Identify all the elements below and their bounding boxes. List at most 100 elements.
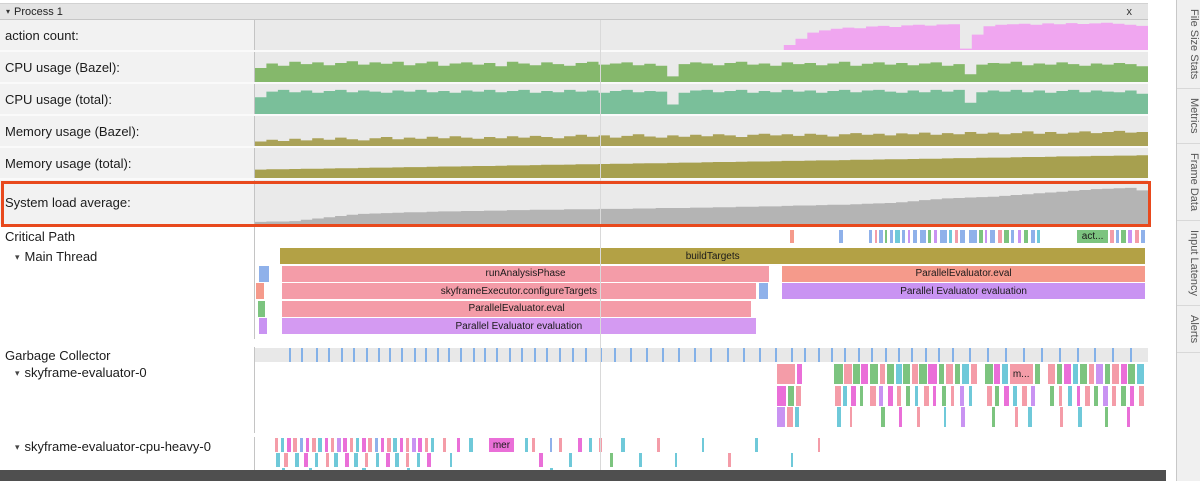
trace-slice[interactable] [955, 230, 958, 243]
trace-slice[interactable] [850, 385, 856, 406]
trace-slice[interactable] [1004, 230, 1009, 243]
trace-slice[interactable] [1031, 385, 1035, 406]
slice-parallel-evaluator-evaluation[interactable]: Parallel Evaluator evaluation [281, 318, 756, 335]
trace-slice[interactable] [349, 438, 354, 452]
trace-slice[interactable] [885, 230, 888, 243]
gc-slice[interactable] [911, 348, 914, 362]
cpu-total-chart[interactable] [255, 84, 1148, 114]
trace-slice[interactable] [1110, 230, 1115, 243]
slice-buildtargets[interactable]: buildTargets [280, 248, 1146, 264]
trace-slice[interactable] [621, 438, 625, 452]
trace-slice[interactable] [902, 230, 906, 243]
gc-slice[interactable] [546, 348, 549, 362]
tab-frame-data[interactable]: Frame Data [1177, 144, 1200, 221]
trace-slice[interactable] [907, 230, 910, 243]
trace-slice[interactable] [869, 230, 873, 243]
trace-slice[interactable] [524, 438, 529, 452]
trace-slice[interactable] [939, 364, 945, 384]
gc-slice[interactable] [1076, 348, 1079, 362]
trace-slice[interactable] [1028, 407, 1032, 427]
trace-slice[interactable] [797, 364, 802, 384]
trace-slice[interactable] [1013, 385, 1017, 406]
trace-slice[interactable] [312, 438, 316, 452]
trace-slice[interactable] [430, 438, 435, 452]
collapse-icon[interactable]: ▾ [6, 7, 11, 16]
trace-slice[interactable] [997, 230, 1002, 243]
trace-slice[interactable] [968, 385, 973, 406]
trace-slice[interactable] [416, 453, 421, 467]
tab-alerts[interactable]: Alerts [1177, 306, 1200, 354]
slice-act-[interactable]: act... [1077, 230, 1108, 243]
trace-slice[interactable] [386, 453, 390, 467]
trace-slice[interactable] [1011, 230, 1015, 243]
trace-slice[interactable] [1056, 364, 1063, 384]
gc-slice[interactable] [353, 348, 356, 362]
trace-slice[interactable] [469, 438, 473, 452]
evaluator0-track[interactable]: m... [255, 363, 1148, 433]
trace-slice[interactable] [887, 364, 895, 384]
gc-slice[interactable] [401, 348, 404, 362]
trace-slice[interactable] [284, 453, 289, 467]
chevron-down-icon[interactable]: ▾ [15, 252, 20, 262]
trace-slice[interactable] [880, 407, 885, 427]
tab-input-latency[interactable]: Input Latency [1177, 221, 1200, 306]
trace-slice[interactable] [950, 385, 955, 406]
gc-slice[interactable] [804, 348, 807, 362]
trace-slice[interactable] [1047, 364, 1056, 384]
gc-slice[interactable] [508, 348, 511, 362]
chevron-down-icon[interactable]: ▾ [15, 442, 20, 452]
main-thread-track[interactable]: buildTargets runAnalysisPhase ParallelEval… [255, 247, 1148, 339]
trace-slice[interactable] [777, 364, 796, 384]
trace-slice[interactable] [281, 468, 286, 470]
cpu-bazel-chart[interactable] [255, 52, 1148, 82]
trace-slice[interactable] [354, 453, 358, 467]
gc-slice[interactable] [951, 348, 954, 362]
trace-slice[interactable] [406, 468, 411, 470]
trace-slice[interactable] [638, 453, 642, 467]
trace-slice[interactable] [1089, 364, 1095, 384]
gc-slice[interactable] [365, 348, 368, 362]
trace-slice[interactable] [1112, 364, 1120, 384]
gc-slice[interactable] [599, 348, 602, 362]
trace-slice[interactable] [971, 364, 977, 384]
trace-slice[interactable] [897, 385, 901, 406]
trace-slice[interactable] [849, 407, 853, 427]
trace-slice[interactable] [896, 364, 902, 384]
trace-slice[interactable] [701, 438, 705, 452]
trace-slice[interactable] [362, 438, 366, 452]
trace-slice[interactable] [442, 438, 447, 452]
trace-slice[interactable] [538, 453, 543, 467]
trace-slice[interactable] [1105, 364, 1111, 384]
trace-slice[interactable] [1072, 364, 1079, 384]
trace-slice[interactable] [424, 438, 429, 452]
trace-slice[interactable] [1034, 364, 1040, 384]
trace-slice[interactable] [549, 468, 554, 470]
trace-slice[interactable] [987, 385, 992, 406]
trace-slice[interactable] [345, 453, 349, 467]
gc-slice[interactable] [572, 348, 574, 362]
trace-slice[interactable] [324, 438, 329, 452]
trace-slice[interactable] [588, 438, 592, 452]
gc-slice[interactable] [774, 348, 777, 362]
trace-slice[interactable] [989, 230, 996, 243]
system-load-chart[interactable] [255, 180, 1148, 224]
trace-slice[interactable] [879, 230, 883, 243]
trace-slice[interactable] [888, 385, 894, 406]
trace-slice[interactable] [943, 407, 947, 427]
trace-slice[interactable] [833, 364, 843, 384]
gc-slice[interactable] [817, 348, 820, 362]
trace-slice[interactable] [343, 438, 347, 452]
trace-slice[interactable] [287, 438, 291, 452]
trace-slice[interactable] [923, 385, 930, 406]
trace-slice[interactable] [913, 230, 917, 243]
gc-slice[interactable] [315, 348, 318, 362]
trace-slice[interactable] [1080, 364, 1088, 384]
trace-slice[interactable] [405, 438, 410, 452]
trace-slice[interactable] [941, 385, 947, 406]
gc-slice[interactable] [987, 348, 990, 362]
trace-slice[interactable] [1037, 230, 1040, 243]
gc-track[interactable] [255, 348, 1148, 362]
tab-metrics[interactable]: Metrics [1177, 89, 1200, 144]
trace-slice[interactable] [817, 438, 821, 452]
trace-slice[interactable] [903, 364, 911, 384]
